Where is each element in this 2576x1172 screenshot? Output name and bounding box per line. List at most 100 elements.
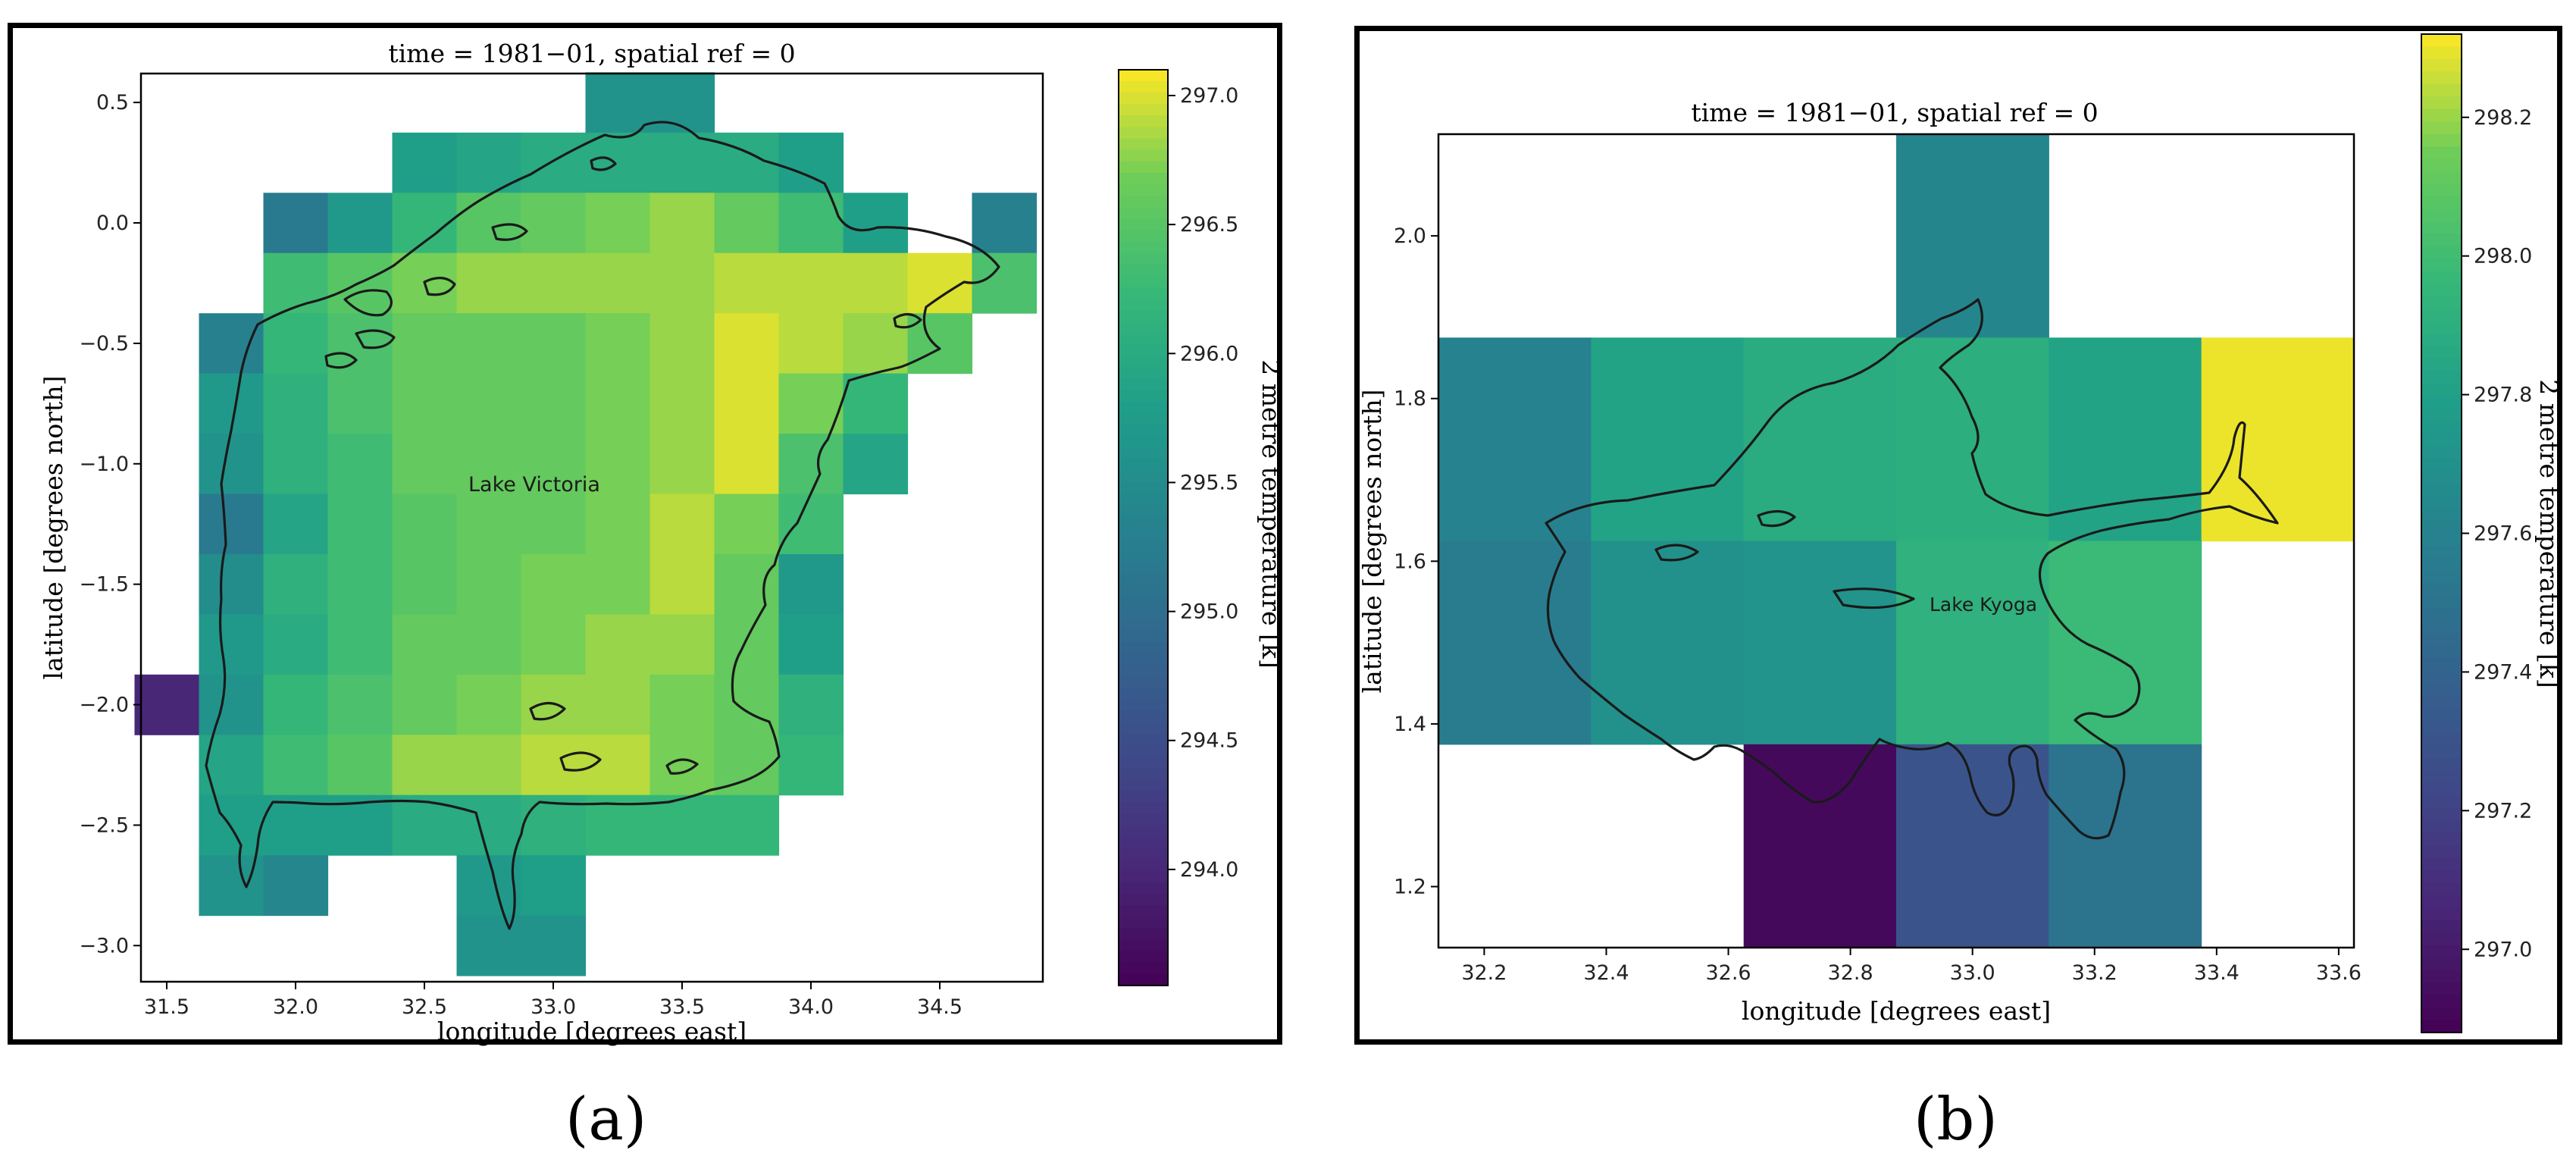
colorbar-gradient-segment	[2421, 471, 2462, 484]
colorbar-gradient-segment	[1119, 848, 1168, 860]
colorbar-gradient-segment	[1119, 939, 1168, 952]
colorbar-tick-label: 297.8	[2474, 384, 2532, 407]
heatmap-cell	[585, 252, 651, 314]
heatmap-cell	[649, 614, 715, 675]
colorbar-gradient-segment	[1119, 81, 1168, 93]
colorbar-gradient-segment	[1119, 115, 1168, 128]
heatmap-cell	[199, 794, 264, 856]
heatmap-cell	[585, 614, 651, 675]
colorbar-gradient-segment	[1119, 127, 1168, 139]
heatmap-cell	[327, 494, 393, 555]
colorbar-gradient-segment	[1119, 917, 1168, 929]
heatmap-cell	[843, 193, 909, 254]
y-tick-label: −0.5	[79, 332, 129, 356]
colorbar-gradient-segment	[1119, 744, 1168, 757]
heatmap-cell	[392, 373, 458, 434]
heatmap-cell	[714, 434, 780, 495]
colorbar-gradient-segment	[2421, 857, 2462, 871]
heatmap-cell	[327, 434, 393, 495]
heatmap-cell	[843, 434, 909, 495]
heatmap-cell	[521, 132, 587, 193]
colorbar-gradient-segment	[2421, 645, 2462, 659]
colorbar-gradient-segment	[1119, 699, 1168, 712]
colorbar-gradient-segment	[2421, 309, 2462, 322]
colorbar-gradient-segment	[1119, 161, 1168, 174]
colorbar-gradient-segment	[2421, 695, 2462, 709]
colorbar-gradient-segment	[1119, 653, 1168, 666]
heatmap-cell	[327, 614, 393, 675]
colorbar-gradient-segment	[2421, 96, 2462, 110]
lake-victoria-outline	[205, 121, 1000, 930]
colorbar-gradient-segment	[1119, 813, 1168, 826]
heatmap-cell	[521, 735, 587, 796]
heatmap-cell	[1743, 744, 1897, 948]
colorbar-gradient-segment	[1119, 378, 1168, 391]
colorbar-gradient-segment	[2421, 620, 2462, 634]
heatmap-cell	[263, 794, 329, 856]
panel-a-frame	[8, 23, 1282, 1045]
colorbar-gradient-segment	[1119, 596, 1168, 609]
x-tick-label: 33.0	[531, 995, 576, 1019]
colorbar-gradient-segment	[1119, 218, 1168, 231]
heatmap-cell	[456, 614, 522, 675]
chart-a-ylabel: latitude [degrees north]	[39, 376, 68, 680]
colorbar-gradient-segment	[1119, 504, 1168, 517]
heatmap-cell	[456, 252, 522, 314]
heatmap-cell	[714, 554, 780, 615]
colorbar-gradient-segment	[1119, 802, 1168, 815]
heatmap-cell	[263, 494, 329, 555]
heatmap-cell	[456, 373, 522, 434]
colorbar-gradient-segment	[2421, 707, 2462, 722]
colorbar-tick-label: 297.4	[2474, 660, 2532, 684]
x-tick-label: 34.5	[917, 995, 962, 1019]
heatmap-cell	[199, 614, 264, 675]
colorbar-gradient-segment	[2421, 795, 2462, 809]
heatmap-cell	[2201, 337, 2355, 542]
colorbar-gradient-segment	[1119, 401, 1168, 414]
x-tick-label: 32.4	[1583, 961, 1629, 985]
colorbar-gradient-segment	[2421, 907, 2462, 921]
colorbar-gradient-segment	[1119, 607, 1168, 620]
x-tick-label: 31.5	[144, 995, 189, 1019]
heatmap-cell	[263, 855, 329, 917]
colorbar-gradient-segment	[1119, 665, 1168, 678]
colorbar-tick-label: 296.0	[1180, 342, 1238, 365]
heatmap-cell	[456, 313, 522, 374]
heatmap-cell	[2049, 541, 2202, 745]
heatmap-cell	[2049, 744, 2202, 948]
x-tick-label: 33.2	[2072, 961, 2117, 985]
heatmap-cell	[1591, 541, 1745, 745]
colorbar-gradient-segment	[1119, 184, 1168, 196]
colorbar-gradient-segment	[1119, 676, 1168, 689]
colorbar-gradient-segment	[1119, 584, 1168, 597]
heatmap-cell	[392, 614, 458, 675]
heatmap-cell	[649, 252, 715, 314]
colorbar-gradient-segment	[1119, 733, 1168, 746]
heatmap-cell	[199, 313, 264, 374]
colorbar-gradient-segment	[2421, 321, 2462, 334]
heatmap-cell	[714, 252, 780, 314]
colorbar-a: 297.0 296.5 296.0 295.5 295.0 294.5 294.0	[1118, 69, 1238, 986]
heatmap-cell	[649, 193, 715, 254]
colorbar-gradient-segment	[1119, 230, 1168, 243]
heatmap-cell	[585, 674, 651, 735]
colorbar-gradient-segment	[2421, 521, 2462, 534]
colorbar-gradient-segment	[1119, 619, 1168, 631]
colorbar-gradient-segment	[1119, 92, 1168, 105]
axis-ticks-b: 32.2 32.4 32.6 32.8 33.0 33.2 33.4 33.6 2.0 1.8 1.…	[1394, 224, 2362, 985]
colorbar-gradient-segment	[2421, 121, 2462, 135]
x-tick-label: 32.6	[1705, 961, 1751, 985]
colorbar-gradient-segment	[2421, 334, 2462, 347]
colorbar-tick-label: 297.0	[2474, 938, 2532, 961]
colorbar-gradient-segment	[1119, 138, 1168, 151]
heatmap-cells-b	[1438, 134, 2355, 948]
heatmap-cells-a	[134, 72, 1038, 976]
heatmap-cell	[134, 674, 200, 735]
heatmap-cell	[714, 614, 780, 675]
colorbar-gradient-segment	[1119, 333, 1168, 346]
colorbar-gradient-segment	[1119, 481, 1168, 494]
heatmap-cell	[263, 554, 329, 615]
heatmap-cell	[521, 494, 587, 555]
y-tick-label: 1.8	[1394, 387, 1426, 411]
colorbar-gradient-segment	[2421, 820, 2462, 834]
